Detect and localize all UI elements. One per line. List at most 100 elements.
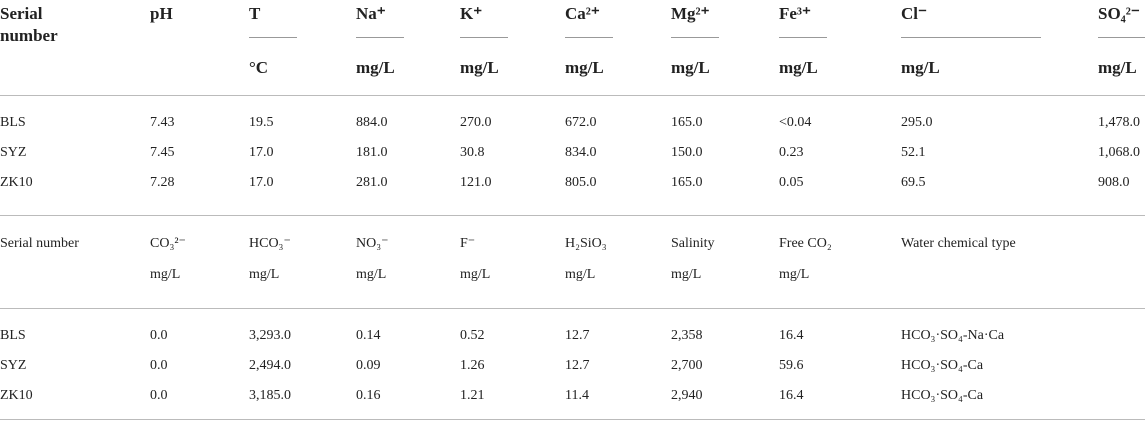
table-cell: 11.4 xyxy=(565,388,589,403)
table-cell: SYZ xyxy=(0,358,27,373)
table-cell: 181.0 xyxy=(356,145,388,160)
table-cell: 0.16 xyxy=(356,388,381,403)
column-unit: mg/L xyxy=(671,58,710,77)
table-cell: 0.05 xyxy=(779,175,804,190)
column-header: F⁻ xyxy=(460,236,476,251)
table-cell: 0.0 xyxy=(150,388,168,403)
column-header: SO₄²⁻ xyxy=(1098,4,1140,23)
column-header: Serial number xyxy=(0,236,79,251)
table-cell: 3,185.0 xyxy=(249,388,291,403)
table-cell: 59.6 xyxy=(779,358,804,373)
column-header: T xyxy=(249,4,261,23)
table-cell: 2,940 xyxy=(671,388,703,403)
table-cell: 7.28 xyxy=(150,175,175,190)
header-rule xyxy=(671,37,719,38)
table-cell: HCO₃·SO₄-Ca xyxy=(901,358,984,373)
table-cell: 270.0 xyxy=(460,115,492,130)
rule xyxy=(0,215,1145,216)
table-cell: HCO₃·SO₄-Na·Ca xyxy=(901,328,1005,343)
table-cell: 1,478.0 xyxy=(1098,115,1140,130)
column-header: CO₃²⁻ xyxy=(150,236,186,251)
table-cell: 281.0 xyxy=(356,175,388,190)
table-cell: 165.0 xyxy=(671,115,703,130)
table-cell: 2,494.0 xyxy=(249,358,291,373)
column-unit: mg/L xyxy=(150,267,181,282)
table-cell: 7.45 xyxy=(150,145,175,160)
table-cell: 672.0 xyxy=(565,115,597,130)
table-cell: SYZ xyxy=(0,145,27,160)
column-header: Cl⁻ xyxy=(901,4,927,23)
column-header: Na⁺ xyxy=(356,4,386,23)
table-cell: 16.4 xyxy=(779,388,804,403)
table-cell: 1,068.0 xyxy=(1098,145,1140,160)
column-unit: mg/L xyxy=(565,267,596,282)
column-unit: mg/L xyxy=(901,58,940,77)
column-header: Ca²⁺ xyxy=(565,4,600,23)
table-cell: BLS xyxy=(0,115,26,130)
column-header: Salinity xyxy=(671,236,715,251)
table-cell: 908.0 xyxy=(1098,175,1130,190)
column-unit: mg/L xyxy=(565,58,604,77)
table-cell: 884.0 xyxy=(356,115,388,130)
table-cell: HCO₃·SO₄-Ca xyxy=(901,388,984,403)
header-rule xyxy=(460,37,508,38)
table-cell: 1.21 xyxy=(460,388,485,403)
header-rule xyxy=(356,37,404,38)
table-cell: 805.0 xyxy=(565,175,597,190)
column-unit: mg/L xyxy=(460,58,499,77)
column-unit: mg/L xyxy=(779,267,810,282)
column-unit: mg/L xyxy=(1098,58,1137,77)
table-cell: <0.04 xyxy=(779,115,812,130)
rule xyxy=(0,308,1145,309)
table-cell: 1.26 xyxy=(460,358,485,373)
column-header: Water chemical type xyxy=(901,236,1016,251)
rule xyxy=(0,95,1145,96)
column-unit: mg/L xyxy=(460,267,491,282)
table-cell: 834.0 xyxy=(565,145,597,160)
table-cell: 0.0 xyxy=(150,358,168,373)
table-cell: ZK10 xyxy=(0,388,33,403)
column-unit: mg/L xyxy=(779,58,818,77)
header-rule xyxy=(1098,37,1145,38)
table-cell: 12.7 xyxy=(565,328,590,343)
table-cell: 16.4 xyxy=(779,328,804,343)
header-rule xyxy=(565,37,613,38)
table-cell: 3,293.0 xyxy=(249,328,291,343)
table-cell: 0.14 xyxy=(356,328,381,343)
table-cell: 2,358 xyxy=(671,328,703,343)
column-unit: mg/L xyxy=(356,58,395,77)
table-cell: 2,700 xyxy=(671,358,703,373)
rule xyxy=(0,419,1145,420)
column-header: NO₃⁻ xyxy=(356,236,389,251)
header-rule xyxy=(779,37,827,38)
header-rule xyxy=(249,37,297,38)
table-cell: 52.1 xyxy=(901,145,926,160)
table-cell: 0.23 xyxy=(779,145,804,160)
column-header: pH xyxy=(150,4,173,23)
column-unit: mg/L xyxy=(671,267,702,282)
table-cell: 17.0 xyxy=(249,145,274,160)
table-cell: 165.0 xyxy=(671,175,703,190)
table-cell: 69.5 xyxy=(901,175,926,190)
column-unit: mg/L xyxy=(356,267,387,282)
table-cell: 7.43 xyxy=(150,115,175,130)
table-cell: 19.5 xyxy=(249,115,274,130)
column-unit: mg/L xyxy=(249,267,280,282)
column-header: H₂SiO₃ xyxy=(565,236,607,251)
table-cell: 12.7 xyxy=(565,358,590,373)
column-header: Fe³⁺ xyxy=(779,4,811,23)
table-cell: 121.0 xyxy=(460,175,492,190)
table-cell: BLS xyxy=(0,328,26,343)
table-cell: 295.0 xyxy=(901,115,933,130)
table-cell: 30.8 xyxy=(460,145,485,160)
table-cell: 17.0 xyxy=(249,175,274,190)
table-cell: 0.0 xyxy=(150,328,168,343)
table-cell: 0.09 xyxy=(356,358,381,373)
table-cell: 150.0 xyxy=(671,145,703,160)
column-header: Serial number xyxy=(0,4,58,45)
column-header: HCO₃⁻ xyxy=(249,236,291,251)
column-header: Free CO₂ xyxy=(779,236,832,251)
table-cell: 0.52 xyxy=(460,328,485,343)
column-header: K⁺ xyxy=(460,4,483,23)
